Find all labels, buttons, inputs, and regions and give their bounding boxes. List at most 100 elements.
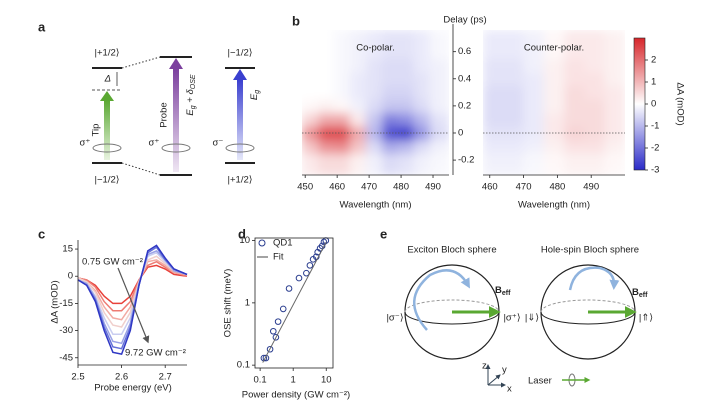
heat-cell bbox=[333, 85, 351, 100]
data-point bbox=[279, 305, 287, 313]
heat-cell bbox=[564, 139, 585, 154]
heat-cell bbox=[604, 30, 626, 59]
laser-label: Laser bbox=[528, 376, 552, 387]
spectrum-line bbox=[77, 264, 188, 305]
heat-cell bbox=[503, 139, 525, 154]
axis-label: x bbox=[507, 384, 512, 395]
data-point bbox=[295, 274, 303, 282]
heat-cell bbox=[604, 153, 626, 176]
heat-cell bbox=[397, 99, 415, 114]
y-axis-label: OSE shift (meV) bbox=[223, 269, 234, 338]
heat-cell bbox=[604, 99, 626, 114]
heat-cell bbox=[483, 30, 504, 59]
colorbar-tick-label: 2 bbox=[651, 55, 656, 66]
heat-cell bbox=[349, 139, 367, 154]
heat-cell bbox=[397, 153, 415, 176]
heat-cell bbox=[413, 58, 431, 73]
panel-letter: e bbox=[380, 226, 387, 241]
heat-cell bbox=[413, 153, 431, 176]
heat-cell bbox=[543, 85, 565, 100]
heat-cell bbox=[564, 85, 585, 100]
heat-cell bbox=[317, 139, 335, 154]
data-point bbox=[285, 285, 293, 292]
panel-letter: d bbox=[238, 226, 246, 241]
state-label: |σ⁻⟩ bbox=[386, 313, 403, 324]
heat-cell bbox=[503, 58, 525, 73]
y-tick-label: -0.2 bbox=[458, 155, 474, 166]
heat-cell bbox=[397, 112, 415, 127]
heat-cell bbox=[564, 153, 585, 176]
heat-cell bbox=[604, 112, 626, 127]
heat-cell bbox=[503, 153, 525, 176]
probe-energy-label-part: E bbox=[185, 109, 196, 116]
heat-cell bbox=[483, 58, 504, 73]
heat-cell bbox=[413, 112, 431, 127]
y-tick-label: 0 bbox=[458, 128, 463, 139]
x-axis-label: Probe energy (eV) bbox=[94, 383, 172, 394]
heat-cell bbox=[365, 139, 383, 154]
annotation: 9.72 GW cm⁻² bbox=[125, 348, 186, 359]
heat-cell bbox=[543, 58, 565, 73]
y-tick-label: -30 bbox=[59, 325, 73, 336]
heat-cell bbox=[365, 30, 383, 59]
heat-cell bbox=[397, 30, 415, 59]
heat-cell bbox=[429, 153, 450, 176]
heat-cell bbox=[349, 99, 367, 114]
heat-cell bbox=[349, 126, 367, 141]
heat-cell bbox=[302, 139, 319, 154]
x-tick-label: 460 bbox=[482, 182, 498, 193]
heat-cell bbox=[349, 72, 367, 87]
y-tick-label: -15 bbox=[59, 298, 73, 309]
delta-label: Δ bbox=[104, 74, 111, 85]
heat-cell bbox=[365, 85, 383, 100]
heat-cell bbox=[523, 99, 545, 114]
heat-cell bbox=[543, 139, 565, 154]
heat-cell bbox=[429, 139, 450, 154]
spectrum-line bbox=[77, 251, 188, 335]
heat-cell bbox=[381, 85, 399, 100]
heat-cell bbox=[317, 30, 335, 59]
axis-label: y bbox=[502, 365, 507, 376]
y-tick-label: 0.2 bbox=[458, 100, 471, 111]
heat-cell bbox=[302, 72, 319, 87]
heat-cell bbox=[317, 72, 335, 87]
heat-cell bbox=[564, 99, 585, 114]
colorbar-tick-label: 1 bbox=[651, 77, 656, 88]
field-label-part: B bbox=[495, 285, 502, 296]
heat-cell bbox=[333, 30, 351, 59]
y-tick-label: 10 bbox=[239, 235, 250, 246]
heat-cell bbox=[413, 72, 431, 87]
heat-cell bbox=[317, 85, 335, 100]
heat-cell bbox=[317, 99, 335, 114]
heat-cell bbox=[429, 72, 450, 87]
state-label: |⇓⟩ bbox=[525, 313, 539, 324]
colorbar-tick-label: -3 bbox=[651, 165, 659, 176]
heat-cell bbox=[381, 153, 399, 176]
heat-cell bbox=[365, 153, 383, 176]
heat-cell bbox=[483, 85, 504, 100]
annotation-arrow bbox=[117, 267, 150, 344]
colorbar-tick-label: -1 bbox=[651, 121, 659, 132]
heat-cell bbox=[413, 139, 431, 154]
heat-cell bbox=[543, 126, 565, 141]
heat-cell bbox=[483, 139, 504, 154]
sigma-label: σ⁺ bbox=[149, 138, 160, 149]
data-point bbox=[266, 345, 274, 353]
heat-cell bbox=[302, 30, 319, 59]
heat-cell bbox=[365, 112, 383, 127]
heat-cell bbox=[523, 112, 545, 127]
x-tick-label: 450 bbox=[297, 182, 313, 193]
spectrum-line bbox=[77, 244, 188, 355]
heat-cell bbox=[543, 112, 565, 127]
heat-cell bbox=[349, 58, 367, 73]
heat-cell bbox=[333, 153, 351, 176]
x-tick-label: 460 bbox=[329, 182, 345, 193]
legend-label: QD1 bbox=[273, 238, 293, 249]
heat-cell bbox=[429, 112, 450, 127]
heat-cell bbox=[413, 30, 431, 59]
sphere-title: Exciton Bloch sphere bbox=[407, 245, 496, 256]
diagram-e-shapes bbox=[404, 264, 637, 388]
heat-cell bbox=[503, 85, 525, 100]
field-label: Beff bbox=[632, 287, 648, 300]
heat-cell bbox=[381, 72, 399, 87]
